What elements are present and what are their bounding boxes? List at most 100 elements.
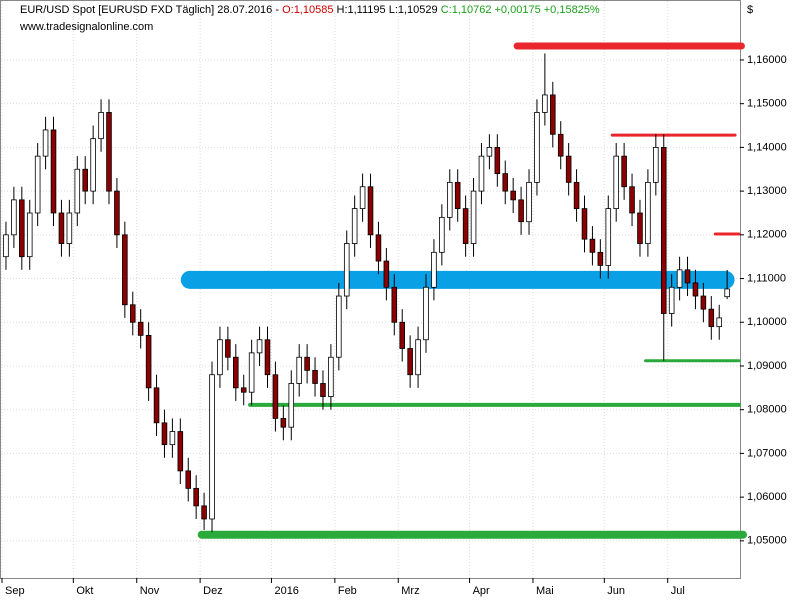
candle-body xyxy=(534,112,540,183)
candle-body xyxy=(399,321,405,349)
candle-body xyxy=(312,369,318,384)
candle-body xyxy=(58,212,65,244)
candle-body xyxy=(391,286,398,323)
candle-body xyxy=(486,146,493,157)
candle-body xyxy=(296,356,302,384)
candle-body xyxy=(502,173,509,192)
candle-body xyxy=(716,317,723,328)
candle-body xyxy=(106,112,112,192)
candle-body xyxy=(256,339,263,354)
candle-body xyxy=(288,383,295,428)
plot-frame xyxy=(0,0,741,579)
candle-body xyxy=(621,155,627,188)
y-tick-label: 1,14000 xyxy=(747,141,787,153)
candle-body xyxy=(19,199,25,258)
title-part: EUR/USD Spot [EURUSD FXD Täglich] 28.07.… xyxy=(20,4,282,16)
candle-body xyxy=(343,243,350,297)
candle-body xyxy=(700,295,707,310)
candle-body xyxy=(439,216,445,253)
candle-body xyxy=(446,181,453,218)
candle-body xyxy=(304,356,310,371)
candle-body xyxy=(629,186,635,214)
x-tick-label: Mai xyxy=(536,585,554,597)
candle-body xyxy=(597,251,604,266)
candle-body xyxy=(209,374,215,520)
candle-body xyxy=(423,286,429,341)
candle-body xyxy=(375,234,382,262)
x-tick-label: Apr xyxy=(473,585,490,597)
candle-body xyxy=(605,208,612,266)
candle-body xyxy=(724,288,730,298)
candle-body xyxy=(510,190,516,201)
candle-body xyxy=(272,374,279,419)
candle-body xyxy=(280,418,287,428)
candle-body xyxy=(122,234,128,306)
candle-body xyxy=(526,181,532,223)
chart-title: EUR/USD Spot [EURUSD FXD Täglich] 28.07.… xyxy=(20,4,600,16)
levels xyxy=(180,42,747,539)
x-tick-label: Okt xyxy=(76,585,93,597)
y-tick-label: 1,12000 xyxy=(747,229,787,241)
candle-body xyxy=(240,387,247,393)
candle-body xyxy=(470,190,477,244)
candle-body xyxy=(217,339,223,376)
candle-body xyxy=(431,251,437,288)
candle-body xyxy=(454,181,461,210)
candle-body xyxy=(550,94,556,135)
candle-body xyxy=(328,356,334,397)
candle-body xyxy=(351,208,358,244)
candle-body xyxy=(383,260,390,288)
candle-body xyxy=(557,133,564,157)
y-tick-label: 1,05000 xyxy=(747,535,787,547)
x-tick-label: Nov xyxy=(140,585,160,597)
candle-body xyxy=(494,146,501,175)
candle-body xyxy=(153,387,160,424)
y-tick-label: 1,13000 xyxy=(747,185,787,197)
x-tick-label: Jul xyxy=(671,585,685,597)
candle-body xyxy=(74,168,81,214)
candle-body xyxy=(129,304,136,323)
candle-body xyxy=(676,269,683,288)
candle-body xyxy=(407,348,413,376)
x-tick-label: Jun xyxy=(607,585,625,597)
y-axis-label: $ xyxy=(747,4,753,16)
y-tick-label: 1,11000 xyxy=(747,272,786,284)
candle-body xyxy=(692,282,699,297)
candle-body xyxy=(225,339,231,358)
candle-body xyxy=(359,186,366,210)
candle-body xyxy=(653,146,659,183)
candle-body xyxy=(478,155,485,192)
candle-body xyxy=(637,212,643,244)
candle-body xyxy=(708,308,715,328)
candle-body xyxy=(145,334,152,389)
candle-body xyxy=(320,383,326,397)
x-tick-label: Mrz xyxy=(401,585,419,597)
candle-body xyxy=(11,199,17,236)
candle-body xyxy=(66,212,73,244)
candle-body xyxy=(518,199,524,223)
candle-body xyxy=(193,487,199,507)
title-part: H:1,11195 L:1,10529 xyxy=(333,4,440,16)
x-tick-label: 2016 xyxy=(274,585,298,597)
x-tick-label: Sep xyxy=(5,585,25,597)
candle-body xyxy=(645,181,651,244)
candle-body xyxy=(233,356,239,389)
axes: 1,05000 1,06000 1,07000 1,08000 1,09000 1,100… xyxy=(1,54,787,597)
x-tick-label: Dez xyxy=(203,585,223,597)
title-part: O:1,10585 xyxy=(282,4,333,16)
candle-body xyxy=(668,286,675,314)
candle-body xyxy=(26,212,33,258)
candle-body xyxy=(98,112,104,140)
y-tick-label: 1,06000 xyxy=(747,491,787,503)
candle-body xyxy=(367,186,374,236)
candle-body xyxy=(336,295,342,358)
candle-body xyxy=(185,470,192,489)
candle-body xyxy=(264,339,271,376)
candle-body xyxy=(114,190,120,236)
candle-body xyxy=(660,146,667,314)
candle-body xyxy=(137,321,144,336)
candle-body xyxy=(542,94,548,113)
